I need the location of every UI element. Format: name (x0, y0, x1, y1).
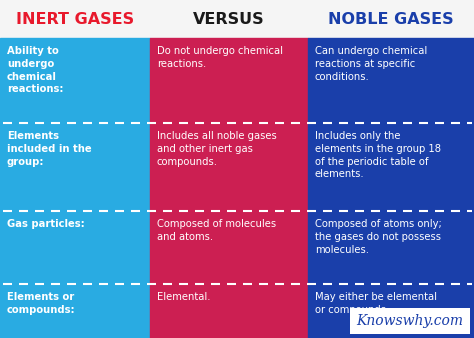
Text: Can undergo chemical
reactions at specific
conditions.: Can undergo chemical reactions at specif… (315, 46, 427, 81)
Bar (0, 0, 474, 38)
Text: May either be elemental
or compounds.: May either be elemental or compounds. (315, 292, 437, 315)
Bar (308, 38, 474, 338)
Text: Composed of atoms only;
the gases do not possess
molecules.: Composed of atoms only; the gases do not… (315, 219, 442, 255)
Bar (350, 308, 470, 334)
Text: Knowswhy.com: Knowswhy.com (356, 314, 464, 328)
Text: NOBLE GASES: NOBLE GASES (328, 11, 454, 26)
Text: Elements
included in the
group:: Elements included in the group: (7, 131, 91, 167)
Text: Includes only the
elements in the group 18
of the periodic table of
elements.: Includes only the elements in the group … (315, 131, 441, 179)
Text: Elemental.: Elemental. (157, 292, 210, 302)
Text: Ability to
undergo
chemical
reactions:: Ability to undergo chemical reactions: (7, 46, 64, 94)
Bar (150, 38, 308, 338)
Text: Includes all noble gases
and other inert gas
compounds.: Includes all noble gases and other inert… (157, 131, 277, 167)
Bar (0, 38, 150, 338)
Text: VERSUS: VERSUS (193, 11, 265, 26)
Text: Composed of molecules
and atoms.: Composed of molecules and atoms. (157, 219, 276, 242)
Text: Elements or
compounds:: Elements or compounds: (7, 292, 76, 315)
Text: Gas particles:: Gas particles: (7, 219, 85, 229)
Text: Do not undergo chemical
reactions.: Do not undergo chemical reactions. (157, 46, 283, 69)
Text: INERT GASES: INERT GASES (16, 11, 134, 26)
